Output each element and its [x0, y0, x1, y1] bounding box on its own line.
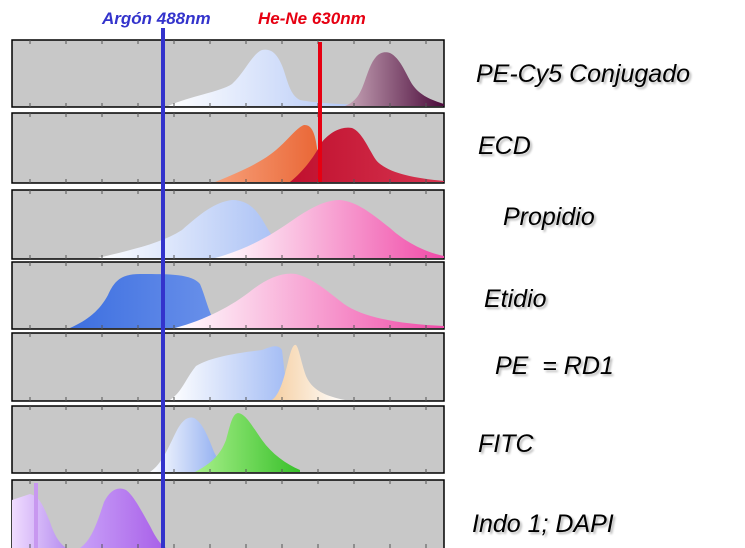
spectrum-dapi-emission [80, 488, 166, 548]
dye-label-propidio: Propidio [503, 203, 595, 231]
argon-laser-line [161, 28, 165, 548]
panel-etidio [11, 261, 445, 330]
panel-propidio [11, 189, 445, 260]
panel-pe-cy5 [11, 39, 445, 108]
dye-label-fitc: FITC [478, 430, 534, 458]
panel-ecd [11, 112, 445, 184]
spectrum-ecd-orange [215, 124, 330, 182]
spectrum-propidio-excitation [98, 200, 300, 258]
dye-label-indo-dapi: Indo 1; DAPI [472, 510, 614, 538]
spectrum-pe-excitation [170, 346, 292, 400]
dye-label-ecd: ECD [478, 132, 531, 160]
spectrum-etidio-emission [175, 273, 444, 328]
panel-fitc [11, 405, 445, 474]
dye-label-pe-rd1: PE = RD1 [495, 352, 614, 380]
panel-ticks [29, 40, 427, 548]
hene-laser-label: He-Ne 630nm [258, 9, 366, 28]
spectrum-fitc-excitation [150, 417, 234, 472]
argon-laser-label: Argón 488nm [102, 9, 211, 28]
uv-laser-line [34, 483, 38, 548]
spectrum-pe-emission [272, 344, 345, 400]
spectrum-indo-excitation [12, 494, 66, 548]
spectrum-cy5-emission [345, 52, 444, 106]
spectrum-pe-emission [168, 49, 400, 106]
spectrum-ecd-red [290, 127, 444, 182]
dye-label-pe-cy5: PE-Cy5 Conjugado [476, 60, 691, 88]
panel-indo-dapi [11, 479, 445, 548]
spectrum-propidio-emission [215, 200, 444, 258]
spectrum-etidio-excitation [70, 274, 218, 328]
hene-laser-line [318, 42, 322, 182]
panel-pe-rd1 [11, 332, 445, 402]
dye-label-etidio: Etidio [484, 285, 547, 313]
spectrum-fitc-emission [195, 413, 300, 472]
